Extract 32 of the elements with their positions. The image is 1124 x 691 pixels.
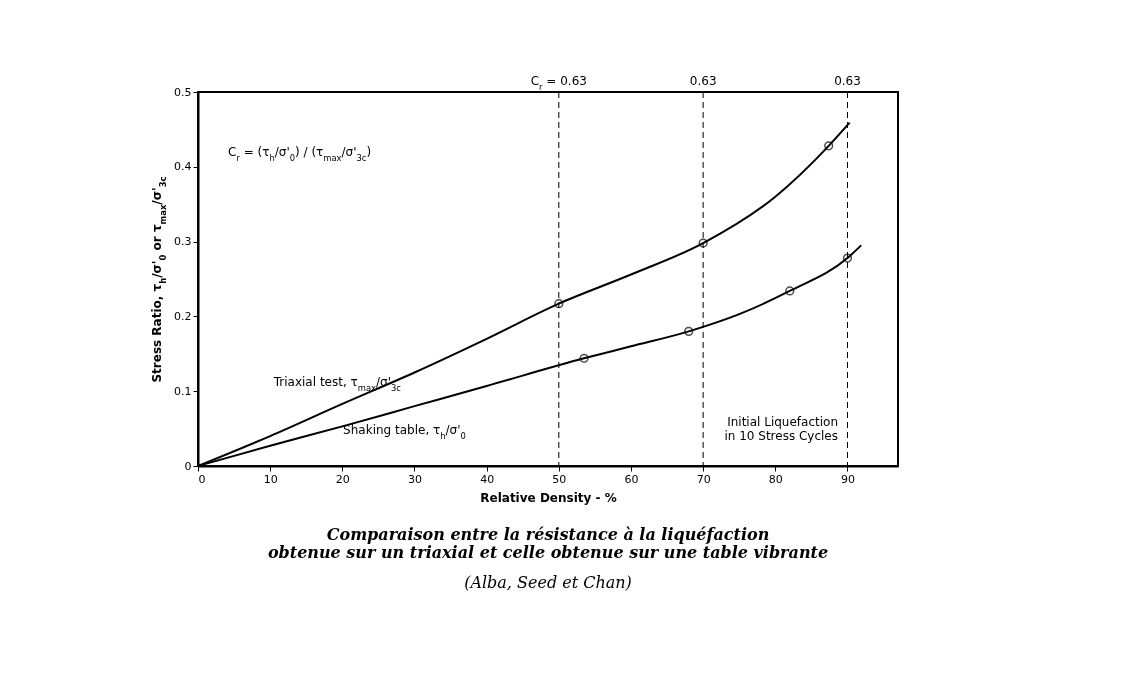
y-tick-label: 0.2 — [174, 309, 192, 323]
annotation: 0.63 — [689, 74, 717, 88]
x-axis-title: Relative Density - % — [480, 490, 617, 505]
annotation: C$_{r}$ = 0.63 — [530, 74, 587, 92]
x-tick-label: 80 — [768, 472, 783, 486]
point — [824, 141, 834, 151]
annotation: Initial Liquefaction in 10 Stress Cycles — [724, 415, 838, 443]
x-tick-label: 20 — [335, 472, 350, 486]
series-label: Shaking table, τ$_{h}$/σ'$_{0}$ — [343, 423, 466, 442]
x-tick-label: 30 — [407, 472, 422, 486]
x-tick-label: 0 — [198, 472, 206, 486]
y-tick-label: 0 — [184, 459, 192, 473]
point — [684, 326, 694, 336]
y-tick-label: 0.1 — [174, 384, 192, 398]
text: Comparaison entre la résistance à la liquéfaction obtenue sur un triaxial et celle obtenue sur une table vibrante — [267, 525, 829, 562]
x-tick-label: 50 — [552, 472, 567, 486]
x-tick-label: 90 — [840, 472, 855, 486]
point — [842, 253, 853, 263]
point — [554, 299, 564, 309]
x-tick-label: 70 — [696, 472, 711, 486]
text: C$_{r}$ = (τ$_{h}$/σ'$_{0}$) / (τ$_{max}$/σ'$_{3c}$) — [228, 145, 372, 163]
x-tick-label: 40 — [480, 472, 495, 486]
y-tick-label: 0.4 — [174, 160, 192, 174]
x-tick-label: 10 — [263, 472, 278, 486]
x-tick-label: 60 — [624, 472, 639, 486]
point — [579, 353, 589, 363]
text: (Alba, Seed et Chan) — [464, 573, 632, 592]
point — [698, 238, 708, 248]
annotation: 0.63 — [834, 74, 861, 88]
y-tick-label: 0.3 — [174, 235, 192, 249]
point — [785, 286, 795, 296]
y-tick-label: 0.5 — [174, 85, 192, 99]
